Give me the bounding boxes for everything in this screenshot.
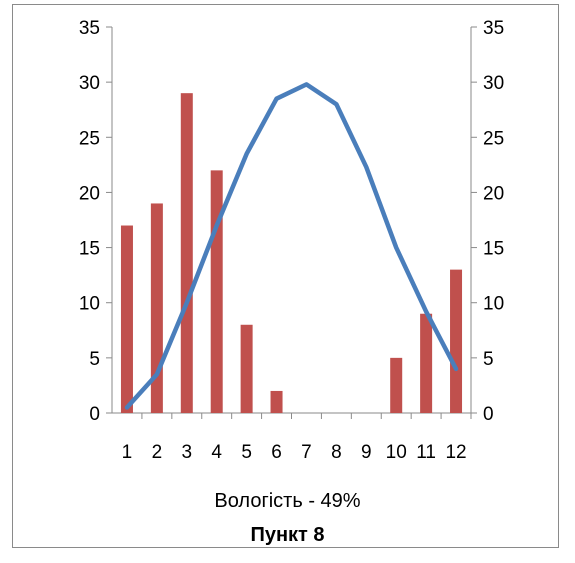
x-tick-label: 11 — [416, 442, 436, 463]
chart-caption: Вологість - 49% — [214, 490, 361, 512]
bar — [150, 203, 163, 413]
y-tick-label-right: 5 — [483, 349, 494, 370]
x-tick-label: 2 — [152, 442, 163, 463]
y-tick-label-left: 20 — [79, 183, 100, 204]
bar — [240, 324, 253, 413]
x-tick-label: 5 — [241, 442, 252, 463]
bar — [270, 390, 283, 413]
bar — [450, 269, 463, 413]
y-tick-label-left: 5 — [89, 349, 100, 370]
x-tick-label: 7 — [301, 442, 312, 463]
x-tick-label: 4 — [211, 442, 222, 463]
y-tick-label-right: 35 — [483, 18, 504, 39]
series-line — [124, 82, 459, 410]
y-tick-label-left: 10 — [79, 294, 100, 315]
bar — [120, 225, 133, 413]
x-tick-label: 6 — [271, 442, 282, 463]
bar-series — [120, 93, 463, 414]
bar — [180, 93, 193, 414]
y-tick-label-right: 15 — [483, 239, 504, 260]
bar — [390, 357, 403, 413]
x-tick-label: 8 — [331, 442, 342, 463]
x-tick-label: 1 — [122, 442, 133, 463]
bar — [420, 313, 433, 413]
x-tick-label: 3 — [182, 442, 193, 463]
x-tick-label: 9 — [361, 442, 372, 463]
y-tick-label-left: 30 — [79, 73, 100, 94]
chart-subcaption: Пункт 8 — [250, 524, 325, 546]
bar — [210, 170, 223, 413]
y-tick-label-left: 15 — [79, 239, 100, 260]
y-tick-label-right: 10 — [483, 294, 504, 315]
x-tick-label: 10 — [386, 442, 407, 463]
y-tick-label-right: 30 — [483, 73, 504, 94]
axes — [106, 26, 477, 419]
y-tick-label-left: 35 — [79, 18, 100, 39]
y-tick-label-right: 25 — [483, 128, 504, 149]
y-tick-label-left: 25 — [79, 128, 100, 149]
y-tick-label-left: 0 — [89, 404, 100, 425]
y-tick-label-right: 20 — [483, 183, 504, 204]
line-series — [124, 82, 459, 410]
x-tick-label: 12 — [445, 442, 466, 463]
y-tick-label-right: 0 — [483, 404, 494, 425]
